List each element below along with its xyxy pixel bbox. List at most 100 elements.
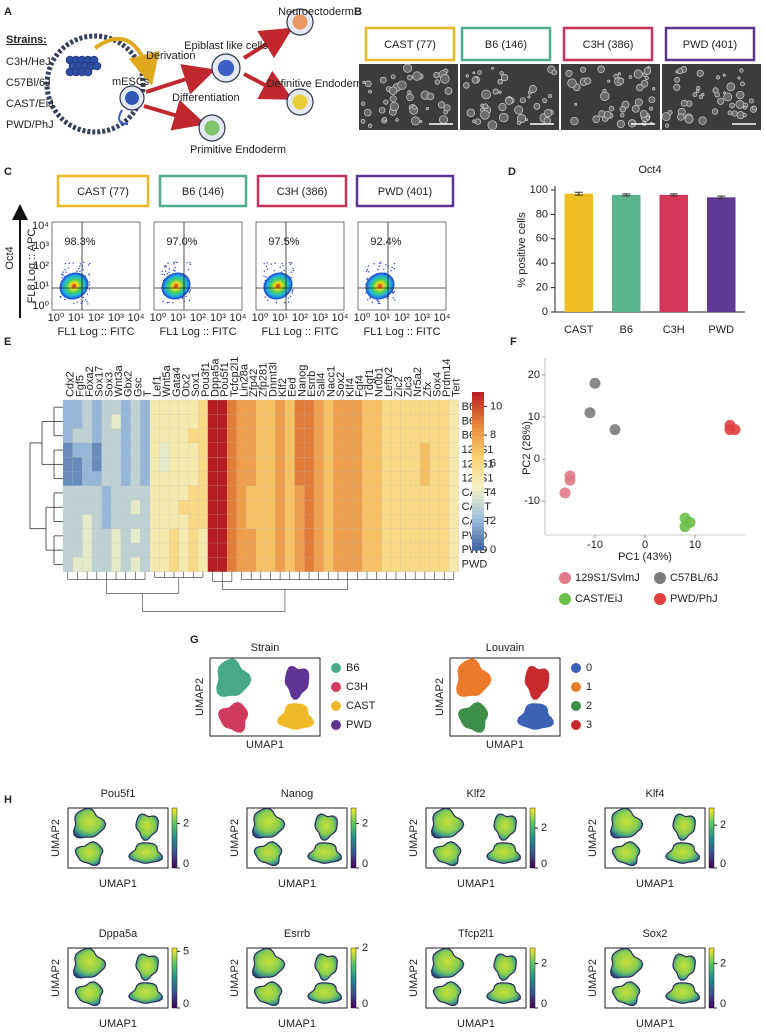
heat-cell xyxy=(381,471,392,487)
event xyxy=(64,269,66,271)
event xyxy=(60,273,63,275)
legend-swatch xyxy=(559,593,571,605)
heat-cell xyxy=(246,542,257,558)
heat-cell xyxy=(429,500,440,515)
x-tick-label: 10¹ xyxy=(170,312,186,324)
heat-cell xyxy=(362,442,373,458)
colony xyxy=(726,82,736,92)
heat-cell xyxy=(313,428,324,444)
colony xyxy=(402,63,413,73)
heat-cell xyxy=(226,414,238,429)
event xyxy=(87,303,89,305)
legend-label: C3H xyxy=(346,681,368,693)
heat-cell xyxy=(159,514,170,530)
heat-cell xyxy=(207,514,218,530)
x-label: PC1 (43%) xyxy=(618,551,672,563)
y-label: UMAP2 xyxy=(50,959,62,997)
heat-cell xyxy=(371,528,382,544)
event xyxy=(65,271,67,273)
row-label: B6 xyxy=(462,401,475,413)
event xyxy=(393,262,396,265)
density xyxy=(59,272,89,300)
colorbar-step xyxy=(472,482,484,488)
heat-cell xyxy=(419,514,430,530)
colony xyxy=(360,119,366,124)
heat-cell xyxy=(304,399,315,415)
heat-cell xyxy=(82,428,93,444)
heat-cell xyxy=(362,428,373,444)
column-label: Klf2 xyxy=(277,378,289,397)
heat-cell xyxy=(111,428,122,444)
event xyxy=(89,262,91,265)
event xyxy=(366,269,369,271)
column-label: Pou3f1 xyxy=(200,362,212,397)
event xyxy=(366,278,368,281)
heat-cell xyxy=(313,514,324,530)
heat-cell xyxy=(333,399,344,415)
colony xyxy=(617,77,625,85)
colorbar xyxy=(529,807,536,869)
event xyxy=(174,266,176,269)
label: Neuroectoderm xyxy=(278,6,354,18)
cell-cluster xyxy=(128,982,163,1004)
event xyxy=(377,302,380,305)
colony xyxy=(740,81,745,87)
x-tick-label: 10³ xyxy=(210,312,226,324)
heat-cell xyxy=(313,414,324,429)
x-tick-label: PWD xyxy=(708,324,734,336)
heat-cell xyxy=(91,399,102,415)
colorbar-step xyxy=(472,518,484,523)
heat-cell xyxy=(381,500,392,515)
cell-cluster xyxy=(253,981,283,1007)
heat-cell xyxy=(304,528,315,544)
colorbar-step xyxy=(472,486,484,492)
x-label: UMAP1 xyxy=(278,1018,316,1030)
cell-cluster xyxy=(430,807,465,839)
heat-cell xyxy=(294,428,305,444)
event xyxy=(368,271,370,273)
heat-cell xyxy=(130,514,141,530)
heat-cell xyxy=(140,528,151,544)
heat-cell xyxy=(169,471,180,487)
heat-cell xyxy=(159,500,170,515)
heat-cell xyxy=(333,428,344,444)
heat-cell xyxy=(265,557,276,572)
cell-cluster xyxy=(307,982,342,1004)
colorbar-step xyxy=(472,403,484,409)
event xyxy=(391,291,394,294)
heat-cell xyxy=(352,485,363,501)
heat-cell xyxy=(120,442,131,458)
cell-cluster xyxy=(314,953,338,981)
heat-cell xyxy=(178,485,189,501)
colorbar xyxy=(350,807,357,869)
heat-cell xyxy=(362,399,373,415)
heat-cell xyxy=(333,542,344,558)
heat-cell xyxy=(207,528,218,544)
heat-cell xyxy=(246,514,257,530)
event xyxy=(79,270,81,273)
strain-label: CAST (77) xyxy=(77,186,129,198)
colony xyxy=(365,80,372,88)
heat-cell xyxy=(400,442,411,458)
plot-title: Esrrb xyxy=(284,928,310,940)
event xyxy=(88,274,90,276)
heat-cell xyxy=(362,414,373,429)
y-label: UMAP2 xyxy=(587,819,599,857)
y-label: UMAP2 xyxy=(408,819,420,857)
heat-cell xyxy=(82,457,93,472)
column-label: Wnt3a xyxy=(113,364,125,397)
event xyxy=(161,270,163,272)
cell-cluster xyxy=(216,658,252,697)
colorbar-label: 0 xyxy=(541,858,547,870)
x-label: UMAP1 xyxy=(278,878,316,890)
heat-cell xyxy=(236,485,247,501)
heat-cell xyxy=(111,442,122,458)
heat-cell xyxy=(217,542,228,558)
x-tick-label: 10³ xyxy=(414,312,430,324)
event xyxy=(62,271,65,273)
legend-swatch xyxy=(559,572,571,584)
heat-cell xyxy=(91,500,102,515)
heat-cell xyxy=(62,428,73,444)
event xyxy=(290,277,292,279)
heat-cell xyxy=(207,542,218,558)
